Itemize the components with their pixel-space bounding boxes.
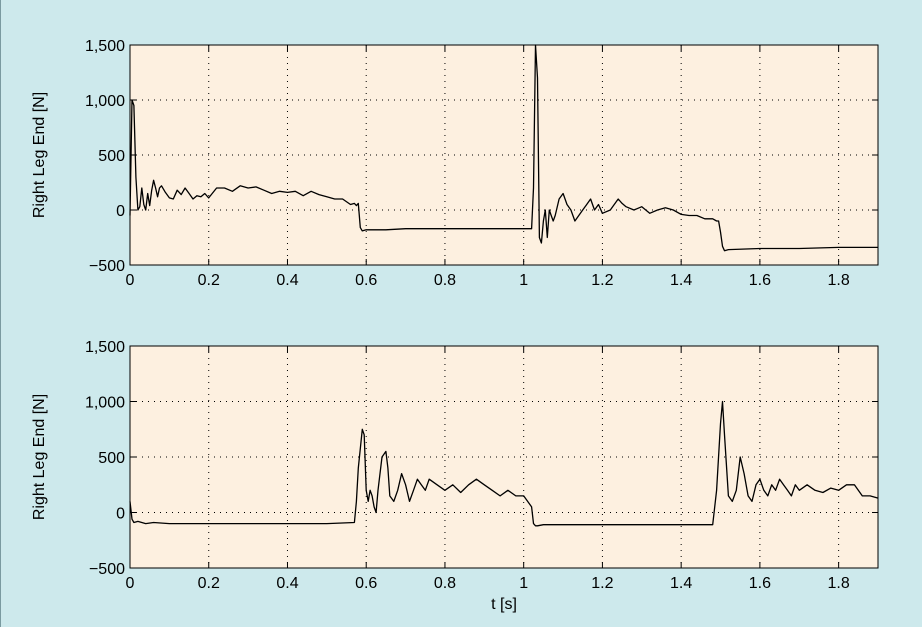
x-tick-label: 0.8 — [434, 575, 456, 592]
x-tick-label: 1 — [519, 575, 528, 592]
y-axis-title: Right Leg End [N] — [31, 394, 48, 520]
x-tick-label: 1 — [519, 272, 528, 289]
plot-area — [129, 44, 879, 266]
x-tick-label: 1.6 — [749, 272, 771, 289]
y-tick-label: 0 — [116, 203, 125, 220]
y-tick-label: 1,500 — [85, 339, 125, 356]
y-tick-label: 1,500 — [85, 38, 125, 55]
y-tick-label: 1,000 — [85, 395, 125, 412]
y-tick-label: 500 — [98, 450, 125, 467]
x-tick-label: 0.4 — [276, 575, 298, 592]
x-tick-label: 0.8 — [434, 272, 456, 289]
x-tick-label: 1.4 — [670, 272, 692, 289]
y-tick-label: 0 — [116, 506, 125, 523]
x-tick-label: 0.6 — [355, 272, 377, 289]
x-tick-label: 0.2 — [198, 272, 220, 289]
y-tick-label: −500 — [89, 561, 125, 578]
x-tick-label: 0.4 — [276, 272, 298, 289]
y-tick-label: 500 — [98, 148, 125, 165]
y-tick-label: 1,000 — [85, 93, 125, 110]
x-tick-label: 1.6 — [749, 575, 771, 592]
x-tick-label: 0 — [126, 272, 135, 289]
x-tick-label: 1.8 — [828, 575, 850, 592]
chart-panel-2: 0 0.2 0.4 0.6 0.8 1 1.2 1.4 1.6 1.8−50005001,0001… — [31, 339, 879, 613]
x-tick-label: 1.2 — [591, 575, 613, 592]
series-line-1 — [129, 44, 878, 252]
x-tick-label: 0.6 — [355, 575, 377, 592]
series-line-1 — [129, 400, 879, 527]
x-tick-label: 1.8 — [828, 272, 850, 289]
x-tick-label: 0.2 — [198, 575, 220, 592]
x-tick-label: 0 — [126, 575, 135, 592]
x-axis-title: t [s] — [491, 596, 517, 613]
y-axis-title: Right Leg End [N] — [31, 92, 48, 218]
x-tick-label: 1.2 — [591, 272, 613, 289]
x-tick-label: 1.4 — [670, 575, 692, 592]
chart-panel-1: 0 0.2 0.4 0.6 0.8 1 1.2 1.4 1.6 1.8−50005001,0001… — [31, 38, 879, 289]
plot-area — [129, 345, 879, 569]
y-tick-label: −500 — [89, 258, 125, 275]
